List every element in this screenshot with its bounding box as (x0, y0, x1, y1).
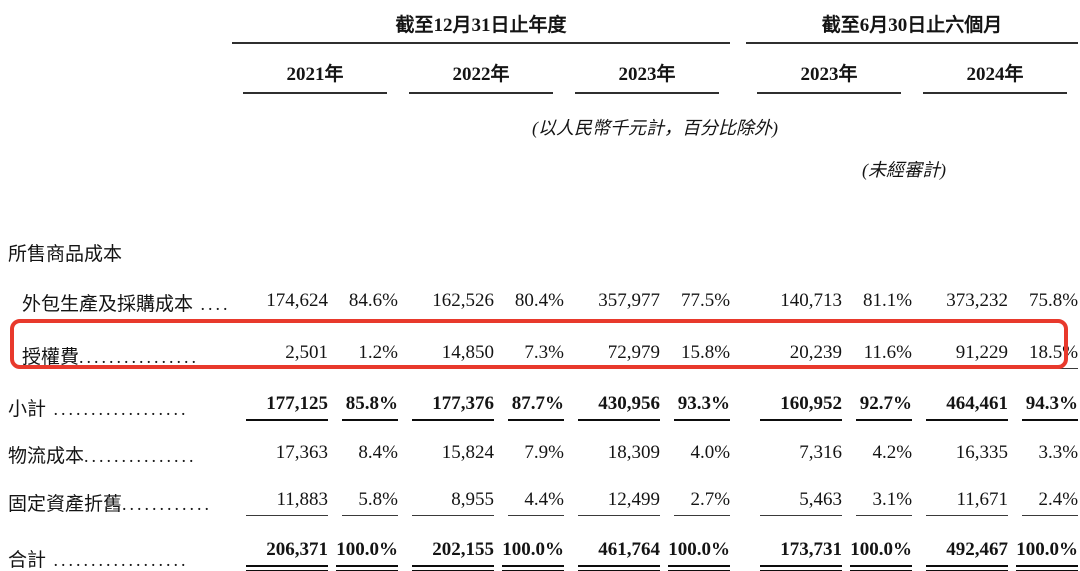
percent-cell: 100.0% (336, 539, 398, 571)
table-row: 授權費................ 2,501 1.2% 14,850 7.3% 72… (4, 316, 1079, 369)
percent-cell: 4.4% (508, 489, 564, 516)
percent-cell: 7.9% (524, 442, 564, 463)
table-row: 物流成本............... 17,363 8.4% 15,824 7.9% 1… (4, 421, 1078, 468)
value-cell: 8,955 (412, 489, 494, 516)
value-cell: 7,316 (799, 442, 843, 463)
percent-cell: 75.8% (1028, 290, 1079, 311)
leader-dots: ............... (84, 446, 197, 466)
section-header-row: 所售商品成本 (4, 220, 1078, 266)
value-cell: 16,335 (955, 442, 1009, 463)
leader-dots: .... (193, 294, 231, 314)
percent-cell: 5.8% (342, 489, 398, 516)
table-row: 合計 .................. 206,371 100.0% 202,15… (4, 516, 1079, 571)
value-cell: 11,883 (246, 489, 328, 516)
row-label: 授權費 (22, 347, 80, 368)
year-header-2023: 2023年 (575, 59, 720, 94)
percent-cell: 4.0% (690, 442, 731, 463)
value-cell: 177,125 (246, 393, 328, 421)
value-cell: 18,309 (607, 442, 660, 463)
unaudited-note: (未經審計) (862, 160, 947, 180)
value-cell: 160,952 (760, 393, 843, 421)
value-cell: 17,363 (275, 442, 328, 463)
cost-of-sales-table: 截至12月31日止年度 截至6月30日止六個月 2021年 2022年 2023… (4, 6, 1079, 571)
percent-cell: 3.3% (1038, 442, 1079, 463)
value-cell: 20,239 (760, 342, 843, 369)
percent-cell: 100.0% (502, 539, 564, 571)
value-cell: 177,376 (412, 393, 494, 421)
value-cell: 202,155 (412, 539, 494, 571)
value-cell: 11,671 (926, 489, 1009, 516)
percent-cell: 92.7% (856, 393, 913, 421)
year-header-2022: 2022年 (409, 59, 553, 94)
year-header-row: 2021年 2022年 2023年 2023年 2024年 (4, 44, 1078, 94)
section-header-label: 所售商品成本 (8, 244, 123, 265)
percent-cell: 100.0% (1016, 539, 1079, 571)
value-cell: 91,229 (926, 342, 1009, 369)
row-label: 小計 (8, 399, 47, 420)
period-header-annual: 截至12月31日止年度 (232, 10, 731, 44)
value-cell: 140,713 (780, 290, 843, 311)
value-cell: 15,824 (441, 442, 494, 463)
row-label: 物流成本 (8, 446, 85, 467)
table-row: 外包生產及採購成本 .... 174,624 84.6% 162,526 80.4% 35… (4, 266, 1078, 316)
unaudited-note-row: (未經審計) (4, 140, 1078, 182)
leader-dots: ............ (122, 494, 213, 514)
value-cell: 5,463 (760, 489, 843, 516)
percent-cell: 84.6% (348, 290, 398, 311)
period-header-six-months: 截至6月30日止六個月 (746, 10, 1079, 44)
percent-cell: 11.6% (856, 342, 913, 369)
percent-cell: 77.5% (680, 290, 731, 311)
row-label: 外包生產及採購成本 (22, 294, 194, 315)
percent-cell: 8.4% (358, 442, 398, 463)
unit-note-row: (以人民幣千元計，百分比除外) (4, 94, 1078, 140)
percent-cell: 18.5% (1022, 342, 1079, 369)
percent-cell: 1.2% (342, 342, 398, 369)
unit-note: (以人民幣千元計，百分比除外) (532, 118, 779, 138)
value-cell: 357,977 (598, 290, 660, 311)
percent-cell: 3.1% (856, 489, 913, 516)
percent-cell: 15.8% (674, 342, 731, 369)
percent-cell: 85.8% (342, 393, 398, 421)
percent-cell: 4.2% (872, 442, 913, 463)
percent-cell: 100.0% (850, 539, 913, 571)
row-label: 合計 (8, 550, 47, 571)
percent-cell: 2.7% (674, 489, 731, 516)
leader-dots: ................ (79, 347, 200, 367)
value-cell: 173,731 (760, 539, 843, 571)
percent-cell: 81.1% (862, 290, 913, 311)
period-header-row: 截至12月31日止年度 截至6月30日止六個月 (4, 6, 1079, 44)
value-cell: 162,526 (432, 290, 494, 311)
percent-cell: 87.7% (508, 393, 564, 421)
percent-cell: 7.3% (508, 342, 564, 369)
percent-cell: 100.0% (668, 539, 731, 571)
table-row: 小計 .................. 177,125 85.8% 177,376… (4, 369, 1079, 421)
value-cell: 461,764 (578, 539, 660, 571)
percent-cell: 80.4% (514, 290, 564, 311)
value-cell: 72,979 (578, 342, 660, 369)
value-cell: 373,232 (946, 290, 1009, 311)
year-header-2023-interim: 2023年 (757, 59, 902, 94)
year-header-2021: 2021年 (243, 59, 387, 94)
percent-cell: 2.4% (1022, 489, 1079, 516)
percent-cell: 93.3% (674, 393, 731, 421)
value-cell: 12,499 (578, 489, 660, 516)
value-cell: 206,371 (246, 539, 328, 571)
value-cell: 14,850 (412, 342, 494, 369)
value-cell: 430,956 (578, 393, 660, 421)
table-row: 固定資產折舊............ 11,883 5.8% 8,955 4.4% 12,… (4, 468, 1079, 516)
value-cell: 464,461 (926, 393, 1009, 421)
spacer-row (4, 182, 1078, 220)
year-header-2024-interim: 2024年 (923, 59, 1068, 94)
value-cell: 492,467 (926, 539, 1009, 571)
leader-dots: .................. (46, 399, 189, 419)
leader-dots: .................. (46, 550, 189, 570)
percent-cell: 94.3% (1022, 393, 1079, 421)
row-label: 固定資產折舊 (8, 494, 123, 515)
value-cell: 174,624 (266, 290, 328, 311)
value-cell: 2,501 (246, 342, 328, 369)
